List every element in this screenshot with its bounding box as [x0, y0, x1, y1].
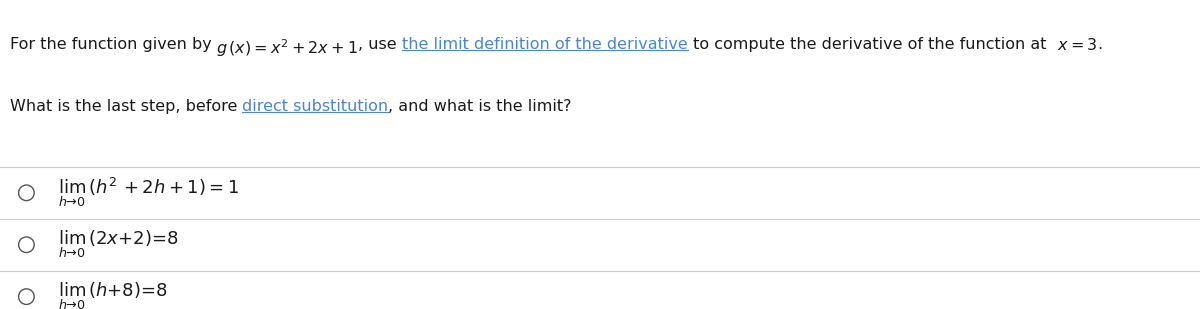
Text: , and what is the limit?: , and what is the limit? [389, 99, 571, 114]
Text: $x = 3$: $x = 3$ [1056, 37, 1097, 53]
Text: direct substitution: direct substitution [242, 99, 389, 114]
Text: $\lim_{h\to 0}\,(h^2 + 2h + 1) = 1$: $\lim_{h\to 0}\,(h^2 + 2h + 1) = 1$ [58, 176, 239, 210]
Text: $\lim_{h\to 0}\,(2x + 2) = 8$: $\lim_{h\to 0}\,(2x + 2) = 8$ [58, 229, 178, 260]
Text: $g\,(x) = x^2 + 2x + 1$: $g\,(x) = x^2 + 2x + 1$ [216, 37, 359, 59]
Text: to compute the derivative of the function at: to compute the derivative of the functio… [688, 37, 1056, 52]
Text: .: . [1097, 37, 1102, 52]
Text: the limit definition of the derivative: the limit definition of the derivative [402, 37, 688, 52]
Text: , use: , use [359, 37, 402, 52]
Text: What is the last step, before: What is the last step, before [10, 99, 242, 114]
Text: $\lim_{h\to 0}\,(h + 8) = 8$: $\lim_{h\to 0}\,(h + 8) = 8$ [58, 281, 167, 309]
Text: For the function given by: For the function given by [10, 37, 216, 52]
